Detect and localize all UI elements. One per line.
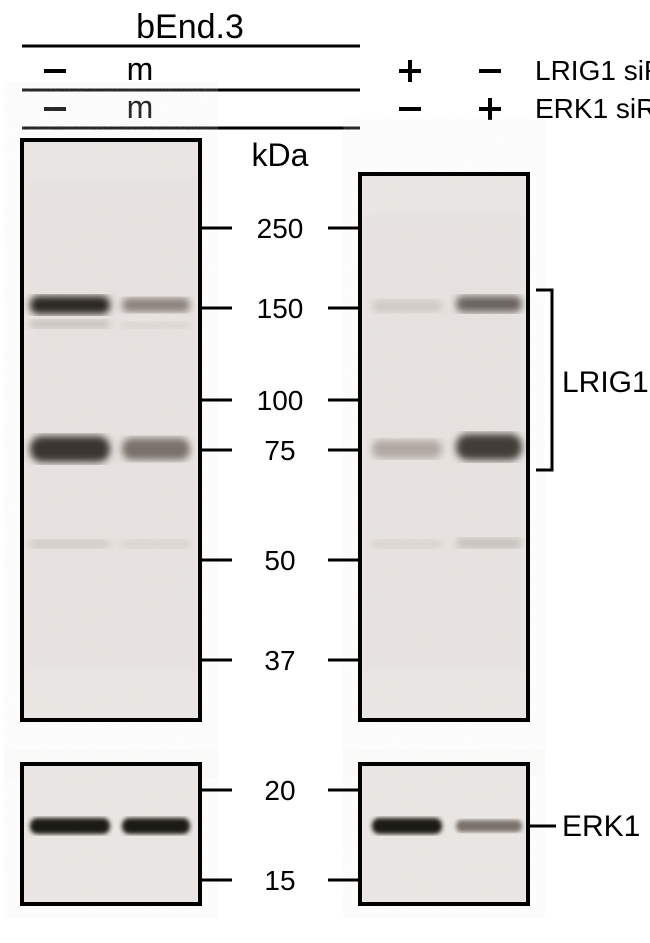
svg-text:50: 50 — [264, 545, 295, 576]
svg-text:100: 100 — [257, 385, 304, 416]
kda-label: kDa — [252, 137, 309, 173]
svg-text:75: 75 — [264, 435, 295, 466]
svg-text:150: 150 — [257, 293, 304, 324]
cell-line-title: bEnd.3 — [136, 8, 244, 46]
erk1-label: ERK1 — [562, 810, 640, 843]
lrig1-label: LRIG1 — [562, 366, 649, 399]
svg-text:20: 20 — [264, 775, 295, 806]
svg-text:250: 250 — [257, 213, 304, 244]
svg-text:ERK1 siRNA: ERK1 siRNA — [535, 93, 650, 124]
svg-text:m: m — [127, 51, 154, 87]
svg-text:m: m — [127, 89, 154, 125]
svg-text:LRIG1 siRNA: LRIG1 siRNA — [535, 55, 650, 86]
svg-text:15: 15 — [264, 865, 295, 896]
svg-text:37: 37 — [264, 645, 295, 676]
